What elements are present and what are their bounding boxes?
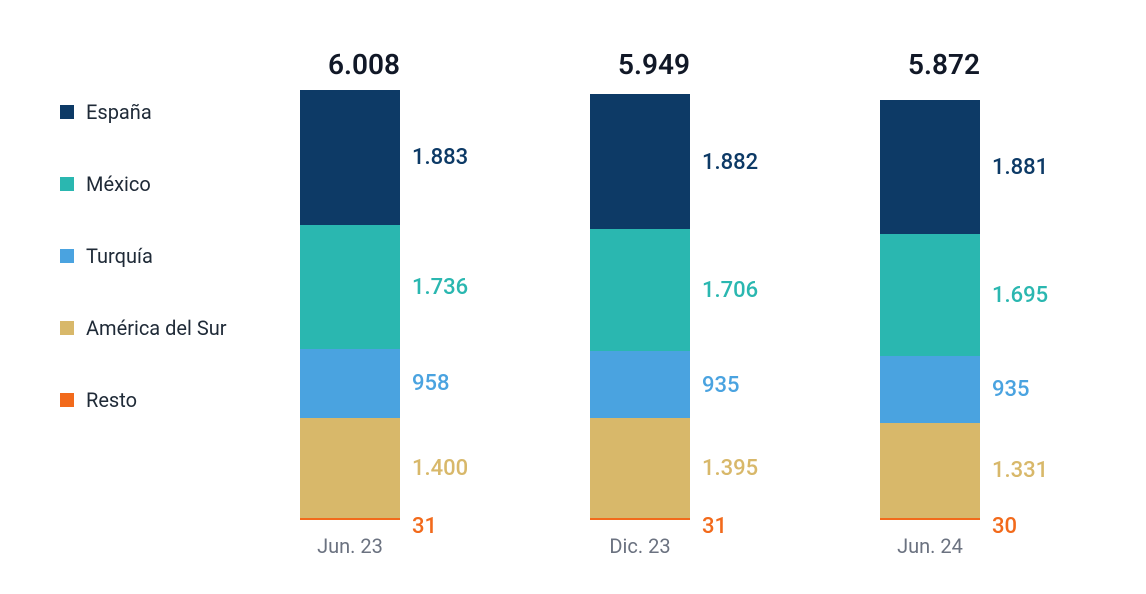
legend-swatch-espana: [60, 105, 74, 119]
bar-segment-label: 1.395: [702, 456, 758, 481]
bar-total-label: 5.949: [590, 48, 690, 81]
bar-column: 5.949 1.882 1.706 935 1.395 31 Dic. 23: [590, 50, 830, 570]
legend-swatch-mexico: [60, 177, 74, 191]
legend: España México Turquía América del Sur Re…: [60, 100, 260, 460]
bar-segment-turquia: 935: [590, 351, 690, 418]
legend-swatch-resto: [60, 393, 74, 407]
bar-segment-label: 1.400: [412, 456, 468, 481]
bar-segment-label: 935: [992, 377, 1030, 402]
bar-segment-label: 1.881: [992, 155, 1048, 180]
bar-total-label: 6.008: [300, 48, 400, 81]
bar-segment-label: 31: [702, 514, 727, 539]
bar-segment-mexico: 1.695: [880, 234, 980, 355]
bar-segment-resto: 31: [590, 518, 690, 520]
bar-segment-label: 1.331: [992, 458, 1048, 483]
legend-item-mexico: México: [60, 172, 260, 196]
bar-segment-label: 31: [412, 514, 437, 539]
bar-segment-resto: 31: [300, 518, 400, 520]
bar-segment-mexico: 1.706: [590, 229, 690, 351]
bars-area: 6.008 1.883 1.736 958 1.400 31 Jun. 23: [280, 50, 1120, 570]
xaxis-label: Jun. 24: [880, 534, 980, 558]
bar-segment-mexico: 1.736: [300, 225, 400, 349]
bar-segment-label: 958: [412, 371, 450, 396]
xaxis-label: Jun. 23: [300, 534, 400, 558]
legend-swatch-amsur: [60, 321, 74, 335]
bar-segment-amsur: 1.331: [880, 423, 980, 518]
bar-column: 6.008 1.883 1.736 958 1.400 31 Jun. 23: [300, 50, 540, 570]
bar-segment-label: 30: [992, 514, 1017, 539]
legend-label-turquia: Turquía: [86, 244, 153, 268]
legend-label-amsur: América del Sur: [86, 316, 227, 340]
legend-item-turquia: Turquía: [60, 244, 260, 268]
bar-segment-espana: 1.882: [590, 94, 690, 229]
legend-item-amsur: América del Sur: [60, 316, 260, 340]
bar-segment-label: 1.706: [702, 278, 758, 303]
xaxis-label: Dic. 23: [590, 534, 690, 558]
bar-column: 5.872 1.881 1.695 935 1.331 30 Jun. 24: [880, 50, 1120, 570]
legend-label-espana: España: [86, 100, 152, 124]
bar-segment-turquia: 935: [880, 356, 980, 423]
bar-segment-amsur: 1.395: [590, 418, 690, 518]
bar-total-label: 5.872: [880, 48, 980, 81]
bar-segment-resto: 30: [880, 518, 980, 520]
bar-segment-label: 1.736: [412, 275, 468, 300]
legend-item-espana: España: [60, 100, 260, 124]
legend-label-resto: Resto: [86, 388, 137, 412]
bar-segment-label: 1.882: [702, 150, 758, 175]
bar-segment-label: 935: [702, 373, 740, 398]
legend-swatch-turquia: [60, 249, 74, 263]
legend-label-mexico: México: [86, 172, 151, 196]
bar-segment-espana: 1.883: [300, 90, 400, 225]
bar-stack: 1.883 1.736 958 1.400 31: [300, 90, 400, 520]
bar-segment-turquia: 958: [300, 349, 400, 418]
stacked-bar-chart: España México Turquía América del Sur Re…: [0, 0, 1146, 594]
bar-segment-amsur: 1.400: [300, 418, 400, 518]
legend-item-resto: Resto: [60, 388, 260, 412]
bar-stack: 1.882 1.706 935 1.395 31: [590, 94, 690, 520]
bar-segment-espana: 1.881: [880, 100, 980, 235]
bar-segment-label: 1.695: [992, 283, 1048, 308]
bar-stack: 1.881 1.695 935 1.331 30: [880, 100, 980, 520]
bar-segment-label: 1.883: [412, 145, 468, 170]
